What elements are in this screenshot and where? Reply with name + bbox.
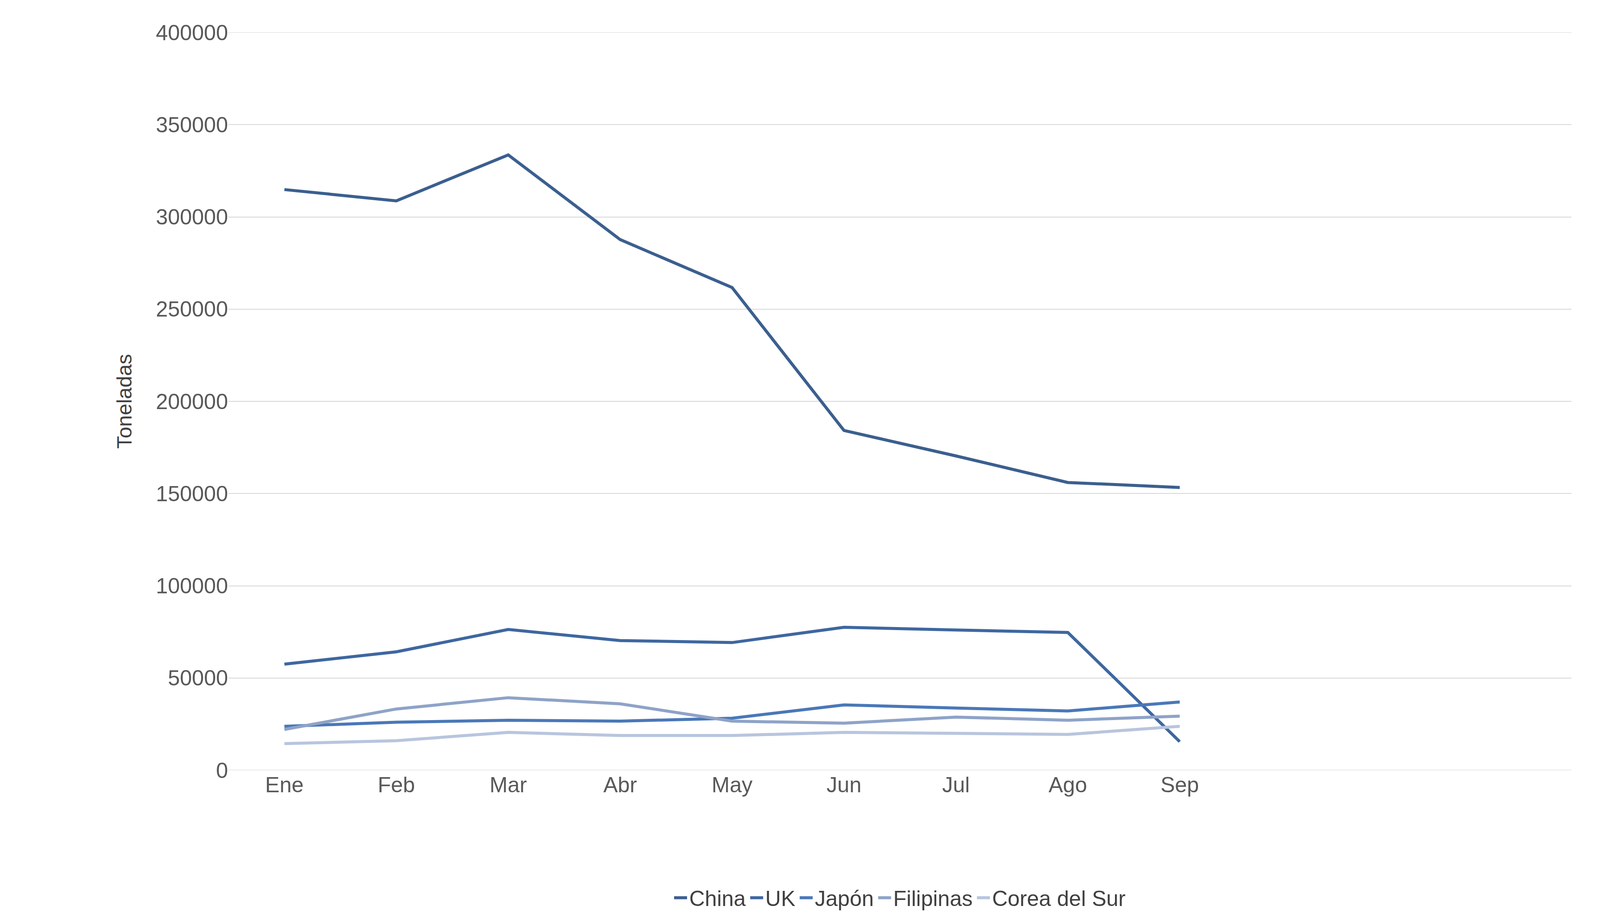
svg-text:UK: UK	[765, 886, 796, 912]
svg-text:May: May	[711, 773, 753, 798]
svg-text:350000: 350000	[155, 112, 229, 138]
svg-text:Japón: Japón	[814, 886, 874, 912]
svg-text:Ago: Ago	[1048, 773, 1088, 798]
svg-text:400000: 400000	[155, 20, 229, 45]
svg-text:China: China	[689, 886, 746, 912]
svg-text:Corea del Sur: Corea del Sur	[992, 886, 1126, 912]
svg-text:150000: 150000	[155, 481, 229, 507]
svg-text:Jul: Jul	[941, 773, 970, 798]
svg-text:Sep: Sep	[1160, 773, 1199, 798]
svg-text:0: 0	[215, 758, 229, 784]
svg-text:250000: 250000	[155, 297, 229, 322]
svg-text:Ene: Ene	[265, 773, 304, 798]
svg-text:Toneladas: Toneladas	[112, 354, 136, 450]
svg-text:50000: 50000	[167, 666, 229, 691]
svg-text:100000: 100000	[155, 574, 229, 599]
svg-text:300000: 300000	[155, 205, 229, 230]
svg-text:Abr: Abr	[603, 773, 637, 798]
svg-text:200000: 200000	[155, 389, 229, 415]
svg-text:Jun: Jun	[826, 773, 862, 798]
svg-text:Feb: Feb	[377, 773, 415, 798]
svg-text:Mar: Mar	[489, 773, 527, 798]
svg-text:Filipinas: Filipinas	[893, 886, 973, 912]
